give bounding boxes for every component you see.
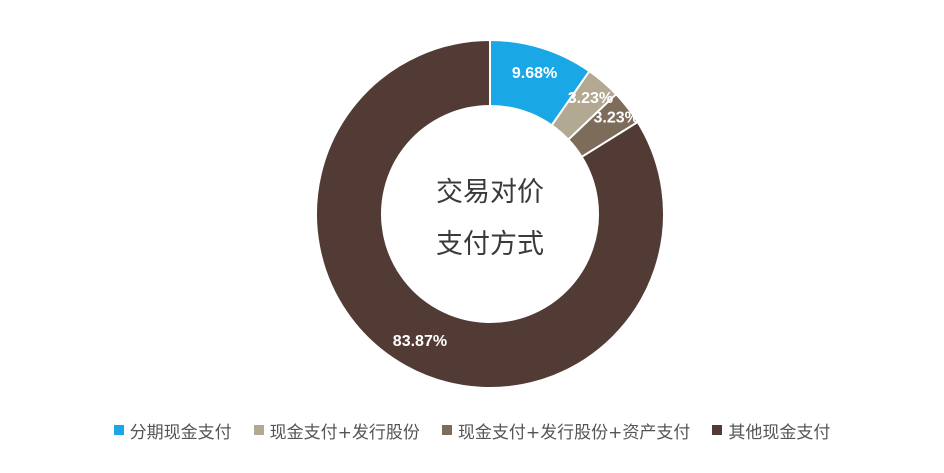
slice-label-3: 3.23% [593, 109, 638, 126]
center-text-line-1: 交易对价 [436, 177, 544, 208]
chart-legend: 分期现金支付 现金支付+发行股份 现金支付+发行股份+资产支付 其他现金支付 [0, 417, 944, 443]
legend-label-2: 现金支付+发行股份 [269, 422, 420, 443]
slice-label-4: 83.87% [393, 333, 447, 350]
legend-label-3: 现金支付+发行股份+资产支付 [457, 422, 691, 443]
legend-swatch-2 [253, 425, 264, 435]
legend-label-4: 其他现金支付 [728, 422, 831, 443]
slice-label-1: 9.68% [512, 65, 557, 82]
legend-item-2: 现金支付+发行股份 [253, 418, 420, 443]
slice-label-2: 3.23% [568, 90, 613, 107]
slice-labels: 9.68% 3.23% 3.23% 83.87% [393, 65, 639, 350]
donut-slices [315, 38, 665, 389]
legend-item-1: 分期现金支付 [113, 418, 232, 443]
legend-item-3: 现金支付+发行股份+资产支付 [441, 418, 691, 443]
legend-swatch-3 [441, 425, 452, 435]
legend-swatch-4 [712, 425, 723, 435]
legend-swatch-1 [113, 425, 124, 435]
center-text-line-2: 支付方式 [436, 229, 544, 260]
legend-item-4: 其他现金支付 [712, 418, 830, 443]
donut-slice-4 [315, 38, 665, 389]
legend-label-1: 分期现金支付 [129, 422, 232, 443]
